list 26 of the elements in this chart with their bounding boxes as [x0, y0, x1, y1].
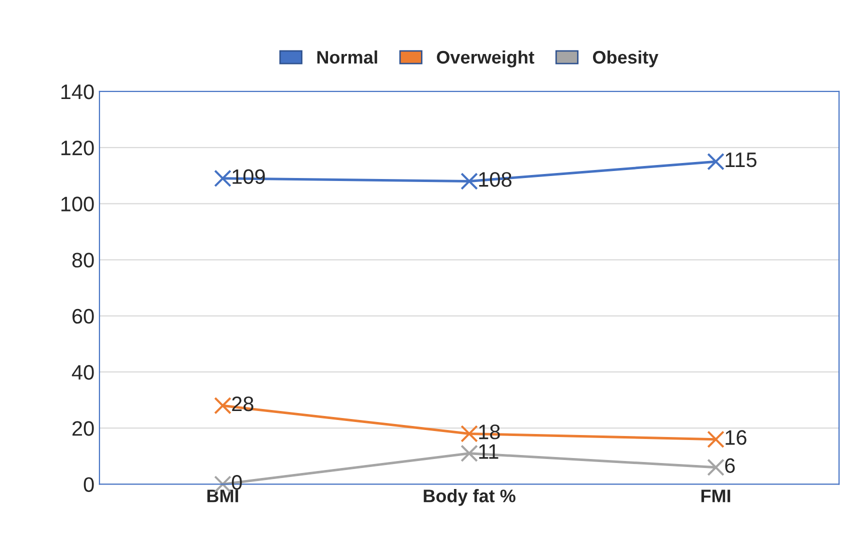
y-tick-label: 0 — [84, 477, 94, 492]
point — [460, 172, 478, 190]
x-tick-label: Body fat % — [424, 489, 516, 506]
y-tick-label: 60 — [72, 308, 94, 324]
data-label: 6 — [725, 458, 735, 473]
y-tick-label: 100 — [61, 196, 94, 212]
data-label: 115 — [726, 152, 756, 168]
point — [214, 396, 232, 414]
y-tick-label: 80 — [72, 252, 94, 268]
point — [214, 170, 232, 188]
legend-label: Obesity — [592, 50, 658, 68]
data-label: 16 — [726, 430, 746, 445]
legend-label: Normal — [317, 50, 378, 64]
y-tick-label: 120 — [61, 140, 94, 156]
point — [707, 430, 724, 448]
point — [707, 152, 724, 170]
x-tick-label: FMI — [701, 490, 730, 502]
point — [707, 458, 724, 476]
x-tick-label: BMI — [207, 490, 238, 502]
y-tick-label: 40 — [72, 364, 94, 380]
data-label: 11 — [479, 444, 498, 459]
y-tick-label: 140 — [61, 84, 94, 100]
point — [460, 444, 478, 462]
legend-label: Overweight — [436, 50, 534, 68]
point — [460, 425, 478, 442]
y-tick-label: 20 — [72, 421, 94, 436]
